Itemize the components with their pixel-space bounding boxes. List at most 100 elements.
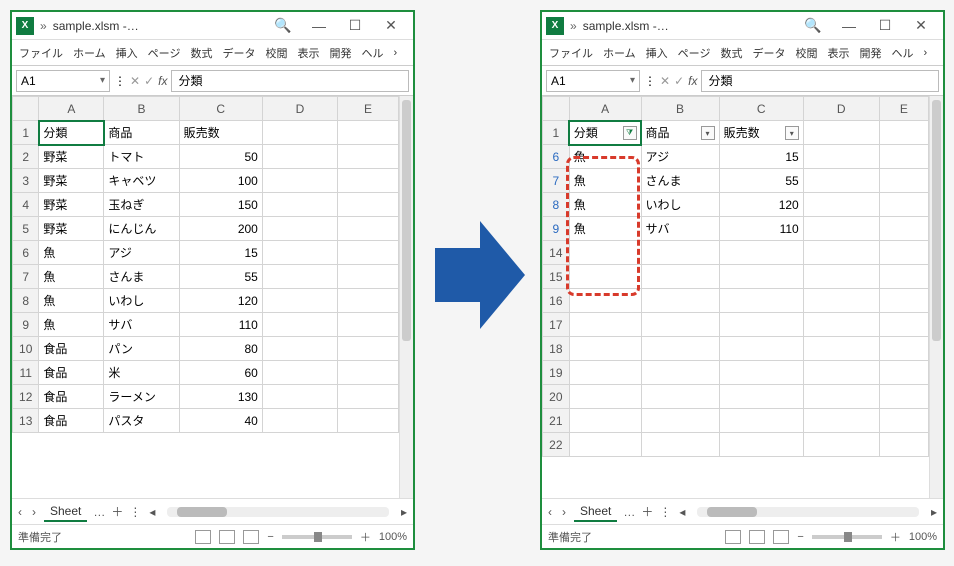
cell[interactable] bbox=[803, 289, 879, 313]
cell[interactable] bbox=[262, 193, 337, 217]
zoom-slider[interactable] bbox=[812, 535, 882, 539]
cell[interactable]: 110 bbox=[179, 313, 262, 337]
cell[interactable] bbox=[262, 145, 337, 169]
row-header[interactable]: 7 bbox=[543, 169, 570, 193]
ribbon-tab-ページ[interactable]: ページ bbox=[143, 45, 186, 61]
ribbon-tab-ホーム[interactable]: ホーム bbox=[68, 45, 111, 61]
cell[interactable] bbox=[569, 289, 641, 313]
cell[interactable] bbox=[879, 361, 928, 385]
hscroll-right[interactable]: ▸ bbox=[929, 505, 939, 519]
column-header-C[interactable]: C bbox=[179, 97, 262, 121]
cell[interactable]: ラーメン bbox=[104, 385, 179, 409]
cell[interactable] bbox=[879, 241, 928, 265]
column-header-E[interactable]: E bbox=[338, 97, 399, 121]
cell[interactable] bbox=[879, 121, 928, 145]
row-header[interactable]: 9 bbox=[13, 313, 39, 337]
cell[interactable]: 米 bbox=[104, 361, 179, 385]
zoom-in-button[interactable]: ＋ bbox=[360, 529, 371, 545]
zoom-out-button[interactable]: − bbox=[267, 531, 273, 543]
row-header[interactable]: 19 bbox=[543, 361, 570, 385]
cell[interactable] bbox=[338, 145, 399, 169]
sheet-prev-button[interactable]: ‹ bbox=[16, 505, 24, 519]
column-header-A[interactable]: A bbox=[569, 97, 641, 121]
cell[interactable]: 商品 bbox=[104, 121, 179, 145]
cell[interactable]: 魚 bbox=[569, 145, 641, 169]
cell[interactable] bbox=[719, 337, 803, 361]
minimize-button[interactable]: — bbox=[301, 18, 337, 34]
row-header[interactable]: 1 bbox=[543, 121, 570, 145]
cell[interactable]: さんま bbox=[104, 265, 179, 289]
cell[interactable] bbox=[803, 145, 879, 169]
cell[interactable] bbox=[803, 217, 879, 241]
zoom-slider[interactable] bbox=[282, 535, 352, 539]
cell[interactable]: 120 bbox=[179, 289, 262, 313]
cell[interactable] bbox=[879, 409, 928, 433]
cell[interactable]: 110 bbox=[719, 217, 803, 241]
cell[interactable] bbox=[338, 385, 399, 409]
view-normal-icon[interactable] bbox=[725, 530, 741, 544]
ribbon-tab-開発[interactable]: 開発 bbox=[854, 45, 886, 61]
cell[interactable] bbox=[641, 361, 719, 385]
cell[interactable] bbox=[879, 265, 928, 289]
ribbon-tab-ヘル[interactable]: ヘル bbox=[356, 45, 388, 61]
column-header-D[interactable]: D bbox=[803, 97, 879, 121]
cell[interactable] bbox=[569, 241, 641, 265]
cell[interactable]: 100 bbox=[179, 169, 262, 193]
cell[interactable]: 120 bbox=[719, 193, 803, 217]
cell[interactable] bbox=[879, 193, 928, 217]
ribbon-tab-ホーム[interactable]: ホーム bbox=[598, 45, 641, 61]
cell[interactable] bbox=[879, 385, 928, 409]
cell[interactable]: いわし bbox=[104, 289, 179, 313]
column-header-E[interactable]: E bbox=[879, 97, 928, 121]
ribbon-tab-挿入[interactable]: 挿入 bbox=[641, 45, 673, 61]
cell[interactable]: にんじん bbox=[104, 217, 179, 241]
hscroll-right[interactable]: ▸ bbox=[399, 505, 409, 519]
row-header[interactable]: 8 bbox=[543, 193, 570, 217]
cell[interactable] bbox=[879, 169, 928, 193]
cell[interactable]: 食品 bbox=[39, 385, 104, 409]
cell[interactable]: 野菜 bbox=[39, 145, 104, 169]
cell[interactable]: 玉ねぎ bbox=[104, 193, 179, 217]
cell[interactable] bbox=[338, 289, 399, 313]
cell[interactable] bbox=[262, 337, 337, 361]
cancel-icon[interactable]: ✕ bbox=[130, 74, 140, 88]
row-header[interactable]: 20 bbox=[543, 385, 570, 409]
cell[interactable]: サバ bbox=[104, 313, 179, 337]
cell[interactable] bbox=[719, 241, 803, 265]
cell[interactable] bbox=[262, 409, 337, 433]
column-header-C[interactable]: C bbox=[719, 97, 803, 121]
cell[interactable]: 200 bbox=[179, 217, 262, 241]
cell[interactable] bbox=[338, 265, 399, 289]
cell[interactable] bbox=[803, 193, 879, 217]
name-box[interactable]: A1 ▾ bbox=[546, 70, 640, 92]
cell[interactable]: パスタ bbox=[104, 409, 179, 433]
cell[interactable] bbox=[338, 217, 399, 241]
cell[interactable] bbox=[262, 313, 337, 337]
row-header[interactable]: 7 bbox=[13, 265, 39, 289]
cell[interactable]: 魚 bbox=[39, 289, 104, 313]
maximize-button[interactable]: ☐ bbox=[867, 17, 903, 34]
cell[interactable] bbox=[803, 337, 879, 361]
chevron-down-icon[interactable]: ▾ bbox=[100, 75, 105, 86]
sheet-prev-button[interactable]: ‹ bbox=[546, 505, 554, 519]
cell[interactable]: トマト bbox=[104, 145, 179, 169]
row-header[interactable]: 17 bbox=[543, 313, 570, 337]
column-header-D[interactable]: D bbox=[262, 97, 337, 121]
cell[interactable] bbox=[803, 433, 879, 457]
cell[interactable] bbox=[569, 361, 641, 385]
fx-icon[interactable]: fx bbox=[688, 74, 697, 88]
cell[interactable] bbox=[262, 265, 337, 289]
cell[interactable]: 魚 bbox=[39, 265, 104, 289]
cell[interactable]: 15 bbox=[179, 241, 262, 265]
row-header[interactable]: 14 bbox=[543, 241, 570, 265]
cell[interactable] bbox=[879, 313, 928, 337]
row-header[interactable]: 16 bbox=[543, 289, 570, 313]
ribbon-tab-校閲[interactable]: 校閲 bbox=[790, 45, 822, 61]
cell[interactable]: 60 bbox=[179, 361, 262, 385]
cell[interactable]: 55 bbox=[179, 265, 262, 289]
filter-button-icon[interactable]: ▾ bbox=[785, 126, 799, 140]
row-header[interactable]: 6 bbox=[543, 145, 570, 169]
sheet-tab[interactable]: Sheet bbox=[574, 502, 617, 522]
cell[interactable] bbox=[719, 265, 803, 289]
select-all-corner[interactable] bbox=[543, 97, 570, 121]
